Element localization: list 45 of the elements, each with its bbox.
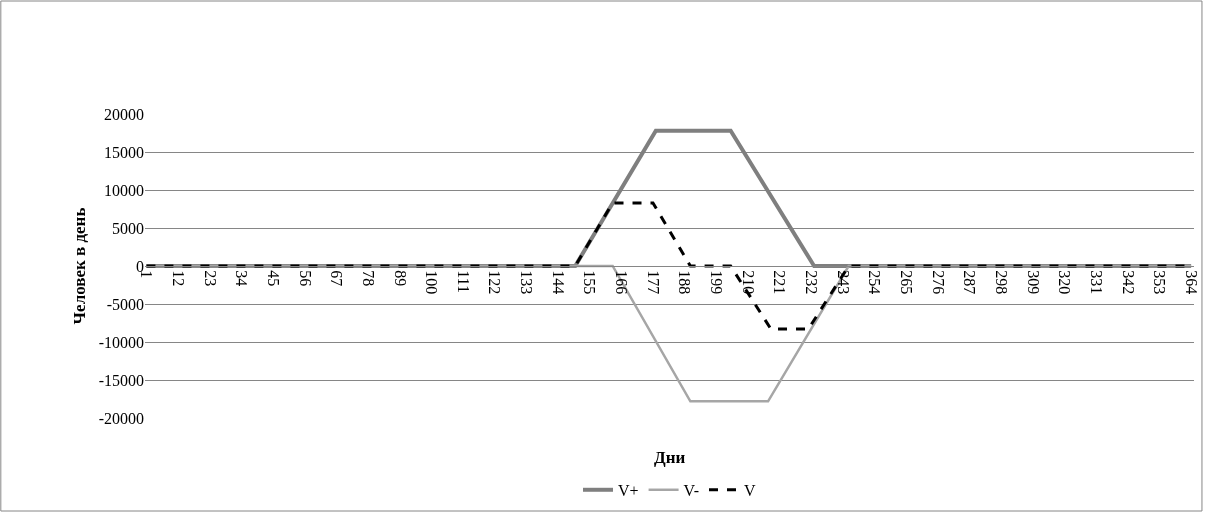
x-tick-label: 188 xyxy=(676,270,694,295)
x-tick-label: 309 xyxy=(1024,270,1042,295)
y-tick-label: -10000 xyxy=(98,333,144,351)
x-tick-label: 364 xyxy=(1182,270,1200,295)
x-tick-label: 254 xyxy=(866,270,884,295)
y-tick-label: 5000 xyxy=(112,219,144,237)
x-tick-label: 45 xyxy=(264,270,282,287)
y-axis-title: Человек в день xyxy=(70,207,90,325)
x-tick-label: 89 xyxy=(391,270,409,287)
x-tick-label: 56 xyxy=(296,270,314,287)
legend-label: V+ xyxy=(618,482,639,500)
x-tick-label: 353 xyxy=(1151,270,1169,295)
x-tick-label: 199 xyxy=(708,270,726,295)
x-tick-label: 265 xyxy=(898,270,916,295)
x-tick-label: 243 xyxy=(834,270,852,295)
x-tick-label: 276 xyxy=(929,270,947,295)
x-tick-label: 12 xyxy=(169,270,187,287)
x-axis-title: Дни xyxy=(654,448,686,467)
x-tick-label: 122 xyxy=(486,270,504,295)
y-tick-label: 10000 xyxy=(104,181,144,199)
x-tick-label: 320 xyxy=(1056,270,1074,295)
x-tick-label: 34 xyxy=(233,270,251,287)
x-tick-label: 232 xyxy=(803,270,821,295)
x-tick-label: 342 xyxy=(1119,270,1137,295)
y-tick-label: -5000 xyxy=(106,295,144,313)
x-tick-label: 166 xyxy=(613,270,631,295)
x-tick-label: 23 xyxy=(201,270,219,287)
x-tick-label: 331 xyxy=(1087,270,1105,295)
x-tick-label: 298 xyxy=(992,270,1010,295)
legend-label: V- xyxy=(683,482,699,500)
x-tick-label: 67 xyxy=(328,270,346,287)
x-tick-label: 144 xyxy=(549,270,567,295)
x-tick-label: 221 xyxy=(771,270,789,295)
y-tick-label: 15000 xyxy=(104,143,144,161)
x-tick-label: 177 xyxy=(644,270,662,295)
legend-label: V xyxy=(744,482,756,500)
y-tick-label: -15000 xyxy=(98,371,144,389)
y-tick-label: 20000 xyxy=(104,105,144,123)
x-tick-label: 111 xyxy=(454,270,472,294)
x-tick-label: 78 xyxy=(359,270,377,287)
x-tick-label: 155 xyxy=(581,270,599,295)
x-tick-label: 287 xyxy=(961,270,979,295)
y-tick-label: -20000 xyxy=(98,409,144,427)
x-tick-label: 100 xyxy=(423,270,441,295)
x-tick-label: 133 xyxy=(518,270,536,295)
